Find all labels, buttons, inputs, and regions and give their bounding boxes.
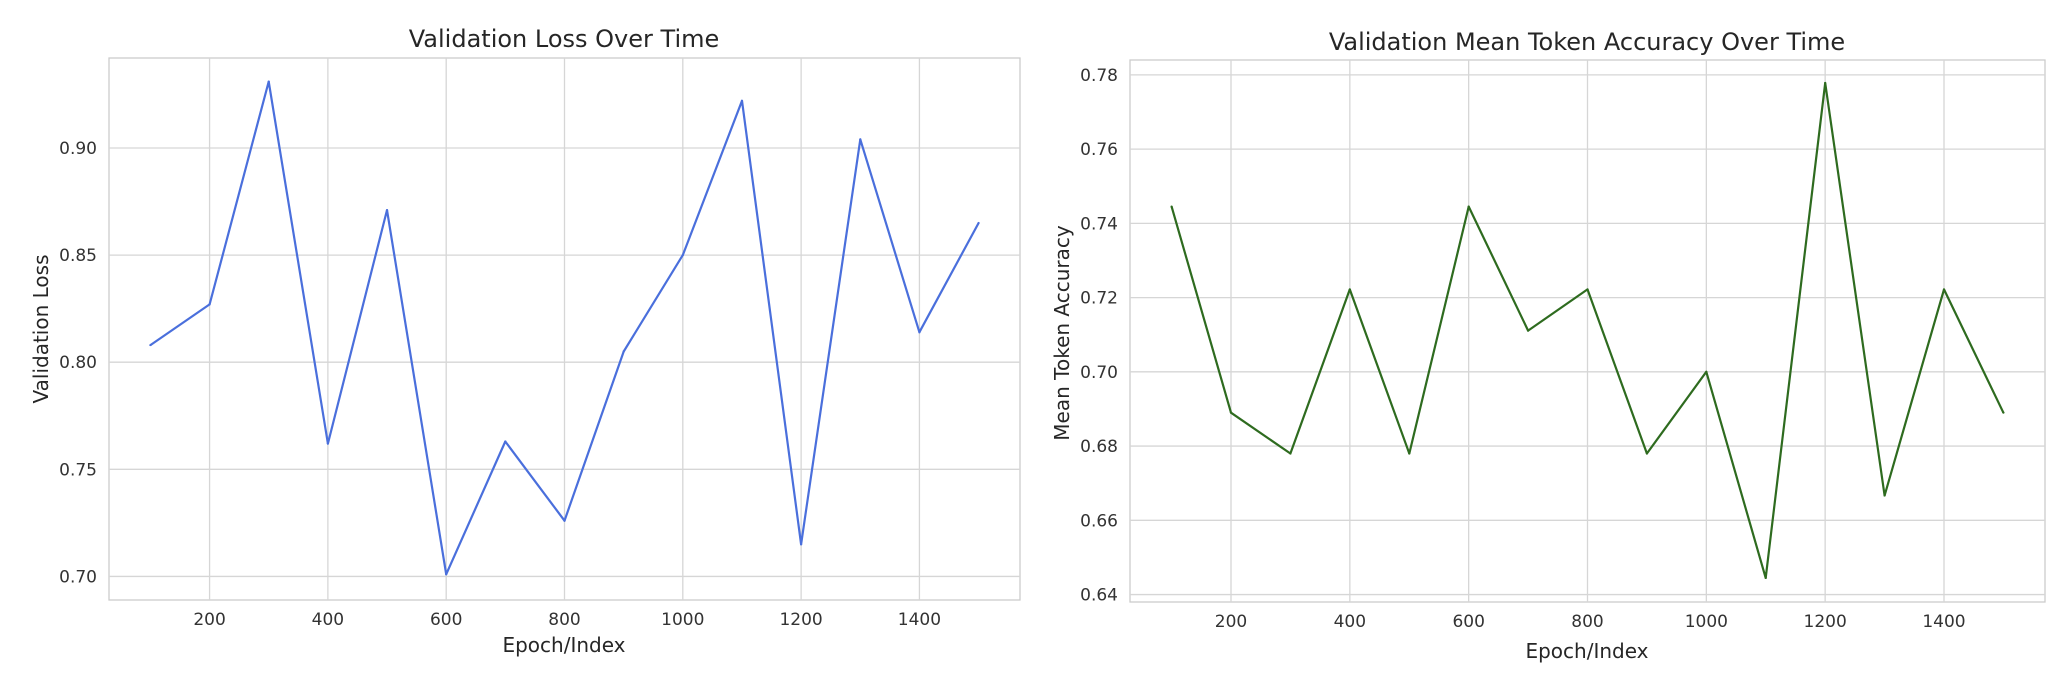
y-tick-label: 0.68 [1080, 437, 1118, 457]
data-point [1526, 329, 1530, 332]
data-point [267, 80, 270, 83]
chart-title: Validation Loss Over Time [409, 25, 720, 53]
y-tick-labels: 0.64 0.66 0.68 0.70 0.72 0.74 0.76 0.78 [1080, 66, 1118, 606]
y-tick-label: 0.80 [59, 353, 97, 373]
data-point [1229, 411, 1233, 414]
x-axis-label: Epoch/Index [502, 633, 625, 657]
y-tick-label: 0.64 [1080, 586, 1118, 606]
data-point [622, 350, 625, 353]
data-point [2002, 411, 2005, 414]
y-tick-labels: 0.70 0.75 0.80 0.85 0.90 [59, 139, 97, 587]
x-tick-labels: 200 400 600 800 1000 1200 1400 [193, 610, 941, 630]
data-point [445, 573, 448, 576]
data-point [1705, 370, 1708, 373]
data-point [681, 253, 684, 257]
x-tick-label: 800 [548, 610, 580, 630]
data-point [977, 221, 980, 225]
gridlines [109, 58, 1020, 600]
x-tick-label: 1000 [1685, 612, 1728, 632]
data-point [208, 303, 211, 306]
data-point [800, 543, 803, 546]
y-tick-label: 0.78 [1080, 66, 1118, 86]
data-point [1348, 288, 1351, 291]
data-point [1764, 576, 1767, 579]
data-point [918, 331, 921, 334]
series-lines [149, 80, 980, 576]
data-point [1289, 452, 1292, 455]
x-tick-label: 1200 [779, 610, 822, 630]
data-point [1645, 452, 1649, 455]
y-axis-label: Mean Token Accuracy [1050, 225, 1074, 441]
y-tick-label: 0.70 [1080, 363, 1118, 383]
data-point [740, 99, 744, 102]
y-tick-label: 0.70 [59, 567, 97, 587]
x-axis-label: Epoch/Index [1525, 639, 1648, 663]
y-tick-label: 0.72 [1080, 289, 1118, 309]
data-point [1586, 288, 1589, 291]
x-tick-label: 200 [1215, 612, 1247, 632]
data-point [859, 138, 862, 141]
y-tick-label: 0.66 [1080, 511, 1118, 531]
data-point [385, 209, 389, 212]
x-tick-label: 200 [193, 610, 225, 630]
gridlines [1130, 60, 2045, 602]
data-point [1170, 205, 1173, 208]
validation-loss-chart: 200 400 600 800 1000 1200 1400 0.70 0.75 0.80 0.8… [29, 25, 1021, 657]
x-tick-label: 1400 [1922, 612, 1965, 632]
data-point [149, 343, 152, 347]
data-point [563, 519, 566, 522]
data-point [1408, 452, 1411, 455]
series-lines [1170, 81, 2005, 580]
x-tick-labels: 200 400 600 800 1000 1200 1400 [1215, 612, 1966, 632]
x-tick-label: 400 [1334, 612, 1366, 632]
x-tick-label: 600 [430, 610, 462, 630]
data-point [1467, 205, 1470, 208]
data-point [1883, 494, 1886, 497]
y-tick-label: 0.76 [1080, 140, 1118, 160]
y-tick-label: 0.74 [1080, 214, 1118, 234]
x-tick-label: 800 [1571, 612, 1603, 632]
y-tick-label: 0.90 [59, 139, 97, 159]
validation-accuracy-chart: 200 400 600 800 1000 1200 1400 0.64 0.66 0.68 0.7… [1050, 28, 2046, 663]
y-axis-label: Validation Loss [29, 255, 53, 404]
y-tick-label: 0.75 [59, 460, 97, 480]
data-point [504, 440, 507, 443]
chart-title: Validation Mean Token Accuracy Over Time [1329, 28, 1845, 56]
x-tick-label: 1400 [898, 610, 941, 630]
x-tick-label: 1000 [661, 610, 704, 630]
x-tick-label: 1200 [1804, 612, 1847, 632]
x-tick-label: 400 [312, 610, 344, 630]
data-point [1942, 288, 1946, 291]
y-tick-label: 0.85 [59, 246, 97, 266]
x-tick-label: 600 [1452, 612, 1484, 632]
data-point [1824, 81, 1827, 85]
data-point [326, 442, 329, 445]
